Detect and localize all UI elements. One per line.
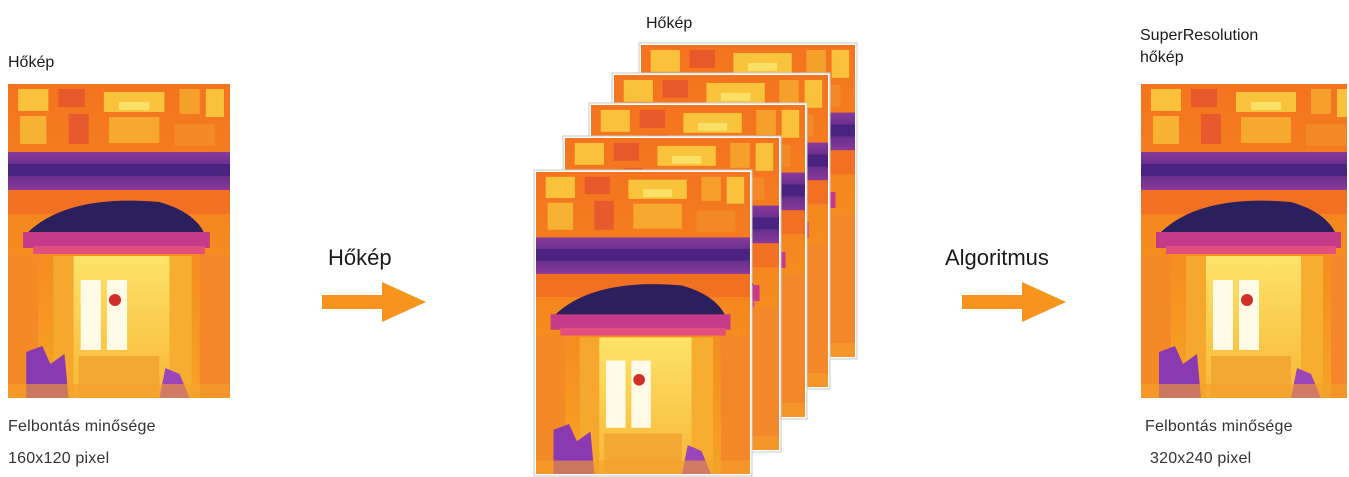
- arrow1-label: Hőkép: [328, 245, 392, 270]
- left-image-title: Hőkép: [8, 54, 55, 71]
- arrow-right-icon: [962, 282, 1066, 322]
- left-resolution-value: 160x120 pixel: [8, 450, 110, 467]
- right-image-title-line2: hőkép: [1140, 49, 1184, 66]
- arrow-right-icon: [322, 282, 426, 322]
- arrow2-label: Algoritmus: [945, 245, 1049, 270]
- thermal-image-lowres: [8, 84, 230, 398]
- right-resolution-label: Felbontás minősége: [1145, 418, 1293, 435]
- right-resolution-value: 320x240 pixel: [1150, 450, 1252, 467]
- stack-frame-1: [536, 172, 750, 474]
- right-image-title-line1: SuperResolution: [1140, 27, 1259, 44]
- thermal-image-superres: [1141, 84, 1347, 398]
- left-resolution-label: Felbontás minősége: [8, 418, 156, 435]
- stack-title: Hőkép: [646, 15, 693, 32]
